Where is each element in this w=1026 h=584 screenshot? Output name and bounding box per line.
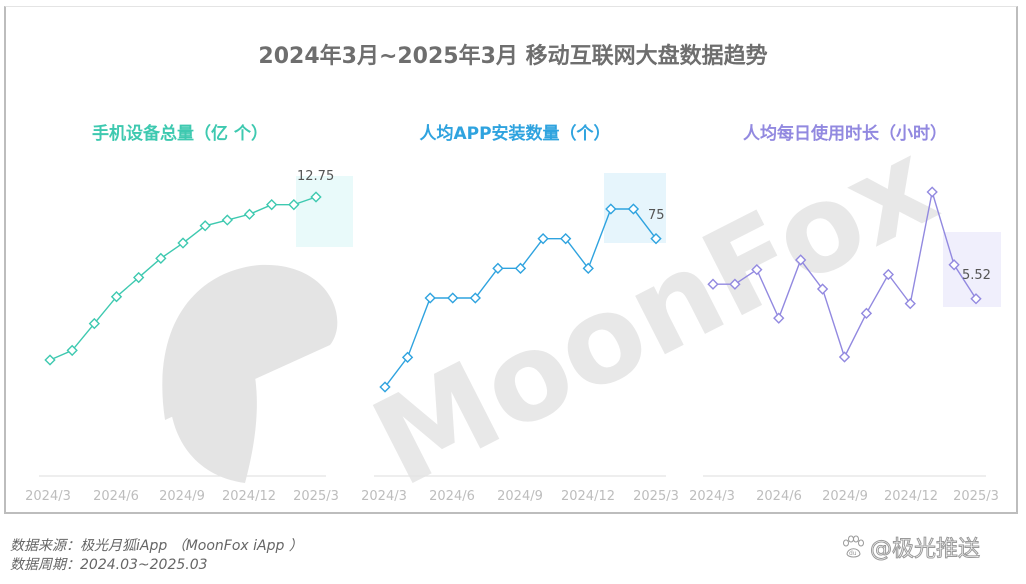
brand-watermark: du @极光推送 [840, 531, 981, 563]
diamond-marker[interactable] [882, 268, 894, 281]
x-tick-label: 2024/12 [222, 489, 276, 504]
x-tick-label: 2024/3 [361, 489, 407, 504]
diamond-marker[interactable] [199, 220, 211, 232]
diamond-marker[interactable] [401, 351, 414, 363]
diamond-marker[interactable] [650, 233, 662, 245]
x-tick-label: 2024/12 [561, 489, 615, 504]
diamond-marker[interactable] [582, 262, 594, 274]
diamond-marker[interactable] [288, 199, 300, 211]
diamond-marker[interactable] [970, 293, 982, 305]
diamond-marker[interactable] [926, 186, 938, 198]
x-tick-label: 2025/3 [293, 489, 339, 504]
diamond-marker[interactable] [514, 262, 527, 274]
series-layer [44, 186, 982, 393]
diamond-marker[interactable] [537, 233, 549, 245]
diamond-marker[interactable] [379, 381, 391, 393]
diamond-marker[interactable] [133, 271, 145, 284]
diamond-marker[interactable] [221, 214, 233, 226]
x-tick-label: 2024/9 [159, 489, 205, 504]
x-tick-label: 2024/9 [822, 489, 868, 504]
x-tick-label: 2024/6 [756, 489, 802, 504]
diamond-marker[interactable] [560, 233, 572, 245]
baidu-paw-icon: du [843, 535, 864, 558]
chart-title-usage: 人均每日使用时长（小时） [743, 124, 947, 144]
diamond-marker[interactable] [44, 354, 56, 366]
diamond-marker[interactable] [88, 317, 100, 330]
x-tick-labels: 2024/3 2024/6 2024/9 2024/12 2025/3 2024/3 202… [25, 489, 999, 504]
data-source: 数据来源：极光月狐iApp （MoonFox iApp ） [10, 538, 303, 554]
moonfox-logo-icon [162, 264, 338, 483]
diamond-marker[interactable] [904, 297, 916, 310]
x-tick-label: 2024/9 [497, 489, 543, 504]
moonfox-watermark: MoonFox [162, 115, 956, 514]
value-label-devices: 12.75 [297, 169, 334, 184]
x-tick-label: 2024/12 [884, 489, 938, 504]
diamond-marker[interactable] [860, 307, 873, 319]
highlight-devices [296, 176, 353, 247]
diamond-marker[interactable] [492, 262, 504, 274]
value-label-usage: 5.52 [962, 268, 991, 283]
diamond-marker[interactable] [469, 292, 481, 304]
diamond-marker[interactable] [243, 208, 256, 220]
diamond-marker[interactable] [177, 237, 189, 249]
x-tick-label: 2024/6 [429, 489, 475, 504]
highlight-usage [943, 232, 1001, 307]
chart-title-devices: 手机设备总量（亿 个） [92, 124, 268, 144]
page-title: 2024年3月~2025年3月 移动互联网大盘数据趋势 [258, 44, 768, 69]
diamond-marker[interactable] [751, 263, 763, 276]
diamond-marker[interactable] [838, 351, 851, 363]
diamond-marker[interactable] [795, 254, 807, 266]
diamond-marker[interactable] [66, 344, 78, 357]
x-tick-label: 2025/3 [633, 489, 679, 504]
diamond-marker[interactable] [627, 203, 640, 215]
diamond-marker[interactable] [447, 292, 459, 304]
brand-text: @极光推送 [869, 537, 981, 563]
diamond-marker[interactable] [110, 291, 123, 303]
diamond-marker[interactable] [605, 203, 617, 215]
x-tick-label: 2025/3 [953, 489, 999, 504]
diamond-marker[interactable] [773, 312, 785, 324]
data-period: 数据周期：2024.03~2025.03 [10, 557, 208, 573]
svg-text:du: du [849, 550, 857, 557]
x-tick-label: 2024/3 [689, 489, 735, 504]
x-tick-label: 2024/3 [25, 489, 71, 504]
diamond-marker[interactable] [729, 278, 741, 290]
diamond-marker[interactable] [816, 283, 829, 295]
x-tick-label: 2024/6 [93, 489, 139, 504]
diamond-marker[interactable] [707, 278, 719, 290]
diamond-marker[interactable] [266, 199, 278, 211]
chart-title-apps: 人均APP安装数量（个） [419, 124, 611, 144]
diamond-marker[interactable] [948, 259, 960, 271]
chart-frame [4, 6, 1018, 514]
diamond-marker[interactable] [310, 191, 322, 203]
footer: 数据来源：极光月狐iApp （MoonFox iApp ） 数据周期：2024.… [10, 537, 303, 575]
diamond-marker[interactable] [424, 292, 436, 304]
diamond-marker[interactable] [155, 252, 167, 265]
value-label-apps: 75 [648, 208, 665, 223]
